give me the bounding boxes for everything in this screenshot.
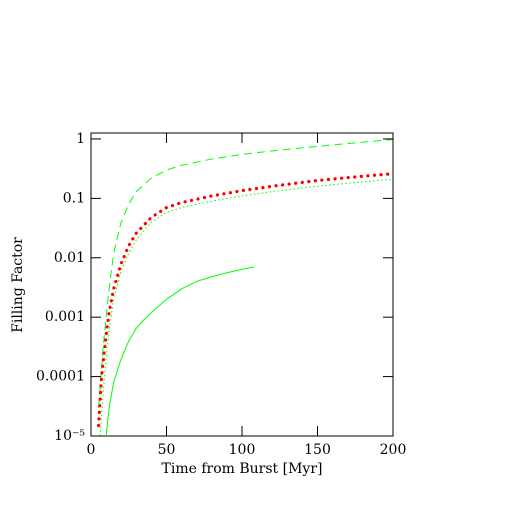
x-tick-label: 0 [87,442,96,458]
curves [96,138,393,436]
y-tick-label: 0.1 [63,190,85,206]
y-tick-label: 0.001 [45,309,85,325]
x-tick-label: 100 [229,442,256,458]
series-line [98,138,393,408]
y-axis-label: Filling Factor [10,237,26,333]
y-tick-label: 10⁻⁵ [54,428,85,444]
x-tick-label: 150 [304,442,331,458]
y-tick-label: 1 [76,131,85,147]
x-tick-label: 50 [158,442,176,458]
series-line [96,172,393,428]
x-axis-label: Time from Burst [Myr] [162,461,323,477]
y-tick-label: 0.01 [54,250,85,266]
y-tick-label: 0.0001 [36,369,85,385]
x-tick-label: 200 [380,442,407,458]
series-line [99,178,393,436]
series-line [105,266,255,436]
